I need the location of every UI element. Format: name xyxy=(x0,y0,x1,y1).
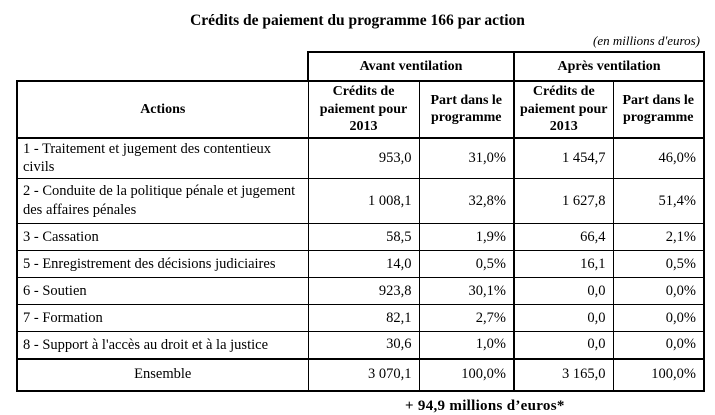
table-row: 7 - Formation 82,1 2,7% 0,0 0,0% xyxy=(16,304,705,333)
credits-avant-cell: 953,0 xyxy=(307,136,420,180)
col-header-credits-avant: Crédits de paiement pour 2013 xyxy=(307,80,420,139)
credits-avant-cell: 1 008,1 xyxy=(307,178,420,225)
table-row: 3 - Cassation 58,5 1,9% 66,4 2,1% xyxy=(16,223,705,252)
part-avant-cell: 32,8% xyxy=(418,178,515,225)
table-row: 6 - Soutien 923,8 30,1% 0,0 0,0% xyxy=(16,277,705,306)
credits-avant-cell: 58,5 xyxy=(307,223,420,252)
footnote: + 94,9 millions d’euros* xyxy=(405,397,565,414)
credits-avant-cell: 82,1 xyxy=(307,304,420,333)
total-label-cell: Ensemble xyxy=(16,357,309,392)
total-part-apres-cell: 100,0% xyxy=(612,357,705,392)
action-cell: 8 - Support à l'accès au droit et à la j… xyxy=(16,331,309,360)
group-header-row: Avant ventilation Après ventilation xyxy=(17,51,705,82)
credits-apres-cell: 1 454,7 xyxy=(513,136,614,180)
credits-avant-cell: 30,6 xyxy=(307,331,420,360)
action-cell: 7 - Formation xyxy=(16,304,309,333)
part-avant-cell: 0,5% xyxy=(418,250,515,279)
table-row: 1 - Traitement et jugement des contentie… xyxy=(16,136,705,180)
group-header-apres: Après ventilation xyxy=(513,51,705,82)
part-apres-cell: 0,0% xyxy=(612,304,705,333)
credits-avant-cell: 14,0 xyxy=(307,250,420,279)
col-header-credits-apres: Crédits de paiement pour 2013 xyxy=(513,80,614,139)
total-row: Ensemble 3 070,1 100,0% 3 165,0 100,0% xyxy=(16,357,705,392)
unit-note: (en millions d'euros) xyxy=(592,33,700,48)
part-avant-cell: 31,0% xyxy=(418,136,515,180)
total-part-avant-cell: 100,0% xyxy=(418,357,515,392)
part-avant-cell: 2,7% xyxy=(418,304,515,333)
corner-blank-cell xyxy=(17,52,308,81)
table-row: 5 - Enregistrement des décisions judicia… xyxy=(16,250,705,279)
part-apres-cell: 0,0% xyxy=(612,277,705,306)
group-header-avant: Avant ventilation xyxy=(307,51,515,82)
total-credits-avant-cell: 3 070,1 xyxy=(307,357,420,392)
credits-table: Avant ventilation Après ventilation Acti… xyxy=(16,51,705,392)
credits-apres-cell: 0,0 xyxy=(513,277,614,306)
action-cell: 3 - Cassation xyxy=(16,223,309,252)
action-cell: 2 - Conduite de la politique pénale et j… xyxy=(16,178,309,225)
part-avant-cell: 1,9% xyxy=(418,223,515,252)
total-credits-apres-cell: 3 165,0 xyxy=(513,357,614,392)
col-header-actions: Actions xyxy=(16,80,309,139)
col-header-part-avant: Part dans le programme xyxy=(418,80,515,139)
action-cell: 5 - Enregistrement des décisions judicia… xyxy=(16,250,309,279)
credits-apres-cell: 0,0 xyxy=(513,331,614,360)
table-row: 2 - Conduite de la politique pénale et j… xyxy=(16,178,705,225)
part-apres-cell: 0,5% xyxy=(612,250,705,279)
action-cell: 1 - Traitement et jugement des contentie… xyxy=(16,136,309,180)
table-row: 8 - Support à l'accès au droit et à la j… xyxy=(16,331,705,360)
col-header-part-apres: Part dans le programme xyxy=(612,80,705,139)
column-header-row: Actions Crédits de paiement pour 2013 Pa… xyxy=(16,80,705,139)
credits-apres-cell: 66,4 xyxy=(513,223,614,252)
credits-apres-cell: 16,1 xyxy=(513,250,614,279)
part-apres-cell: 51,4% xyxy=(612,178,705,225)
part-apres-cell: 46,0% xyxy=(612,136,705,180)
credits-apres-cell: 0,0 xyxy=(513,304,614,333)
credits-avant-cell: 923,8 xyxy=(307,277,420,306)
page-title: Crédits de paiement du programme 166 par… xyxy=(190,12,525,29)
part-apres-cell: 2,1% xyxy=(612,223,705,252)
part-avant-cell: 1,0% xyxy=(418,331,515,360)
credits-apres-cell: 1 627,8 xyxy=(513,178,614,225)
part-avant-cell: 30,1% xyxy=(418,277,515,306)
action-cell: 6 - Soutien xyxy=(16,277,309,306)
part-apres-cell: 0,0% xyxy=(612,331,705,360)
